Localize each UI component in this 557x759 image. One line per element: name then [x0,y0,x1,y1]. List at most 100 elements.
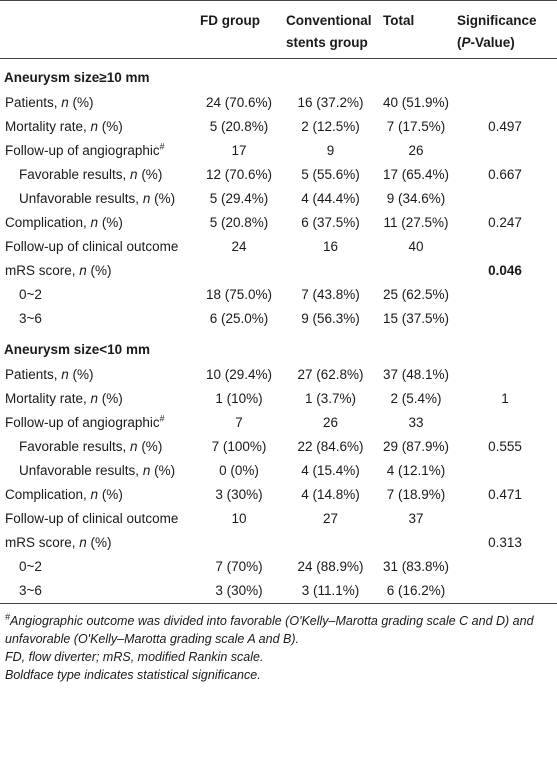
table-cell: 6 (25.0%) [209,311,269,326]
table-cell: 16 (37.2%) [297,95,364,110]
table-cell: 3 (30%) [215,487,263,502]
table-row: mRS score, n (%) 0.313 [0,531,557,555]
styled-text: n [90,215,99,230]
table-cell: 25 (62.5%) [383,287,450,302]
text: Conventional stents group [286,13,372,50]
text: Boldface type indicates statistical sign… [5,668,261,682]
table-row: Complication, n (%) 3 (30%) 4 (14.8%) 7 (18… [0,483,557,507]
row-label: Unfavorable results, n (%) [0,187,196,211]
header-cell: Conventional stents group [282,0,379,59]
table-cell: 1 (3.7%) [304,391,357,406]
table-cell: 7 [235,415,243,430]
table-cell: 4 (15.4%) [301,463,360,478]
table-row: Follow-up of clinical outcome 10 27 37 [0,507,557,531]
table-cell: 1 [501,391,509,406]
table-cell: 37 [408,511,424,526]
table-cell [453,139,557,163]
table-cell: 33 [408,415,424,430]
table-cell: 17 (65.4%) [383,167,450,182]
table-cell: 27 (62.8%) [297,367,364,382]
section-title: Aneurysm size<10 mm [4,342,150,357]
text: Total [383,13,415,28]
styled-text: n [79,263,87,278]
row-label: 0~2 [0,283,196,307]
row-label: Mortality rate, n (%) [0,387,196,411]
table-cell: 5 (55.6%) [301,167,360,182]
styled-text: n [90,487,99,502]
text: Mortality rate, [5,391,91,406]
row-label: Follow-up of angiographic# [0,411,196,435]
text: (%) [98,215,123,230]
row-label: Follow-up of angiographic# [0,139,196,163]
row-label: mRS score, n (%) [0,259,196,283]
text: Follow-up of angiographic [5,415,160,430]
text: Follow-up of angiographic [5,143,160,158]
table-cell: 7 (43.8%) [301,287,360,302]
table-cell: 2 (5.4%) [390,391,442,406]
footnote: FD, flow diverter; mRS, modified Rankin … [5,648,552,666]
table-cell [453,459,557,483]
table-cell [196,259,282,283]
table-cell [453,411,557,435]
styled-text: 0.046 [488,263,522,278]
styled-text: n [90,391,99,406]
row-label: Favorable results, n (%) [0,163,196,187]
table-cell: 4 (14.8%) [301,487,360,502]
table-cell: 7 (100%) [211,439,267,454]
table-cell: 6 (37.5%) [301,215,360,230]
table-cell: 0.667 [488,167,522,182]
table-cell: 10 (29.4%) [205,367,273,382]
text: mRS score, [5,263,80,278]
table-cell [282,531,379,555]
text: Mortality rate, [5,119,91,134]
table-cell: 40 [408,239,424,254]
text: Significance ( [457,13,537,50]
table-cell: 29 (87.9%) [383,439,450,454]
table-row: Mortality rate, n (%) 1 (10%) 1 (3.7%) 2 (5… [0,387,557,411]
table-cell: 3 (11.1%) [282,579,379,604]
row-label: Mortality rate, n (%) [0,115,196,139]
section-row: Aneurysm size≥10 mm [0,59,557,92]
text: 0~2 [19,287,42,302]
table-row: Follow-up of angiographic# 7 26 33 [0,411,557,435]
styled-text: n [61,367,69,382]
section-row: Aneurysm size<10 mm [0,331,557,363]
text: (%) [98,119,123,134]
table-row: Patients, n (%) 10 (29.4%) 27 (62.8%) 37 (4… [0,363,557,387]
table-cell: 9 (56.3%) [301,311,360,326]
header-cell [0,0,196,59]
table-cell: 11 (27.5%) [383,215,449,230]
table-cell [453,307,557,331]
table-cell [453,363,557,387]
table-row: 3~6 3 (30%) 3 (11.1%) 6 (16.2%) [0,579,557,604]
row-label: 3~6 [0,579,196,604]
table-cell: 5 (20.8%) [209,119,269,134]
text: Follow-up of clinical outcome [5,511,179,526]
table-cell [453,235,557,259]
table-row: 0~2 7 (70%) 24 (88.9%) 31 (83.8%) [0,555,557,579]
data-table: FD group Conventional stents group Total Si… [0,0,557,604]
row-label: 0~2 [0,555,196,579]
footnotes: #Angiographic outcome was divided into f… [0,604,557,684]
styled-text: n [130,167,138,182]
table-row: Unfavorable results, n (%) 5 (29.4%) 4 (44… [0,187,557,211]
footnote: #Angiographic outcome was divided into f… [5,612,552,648]
table-cell: 0.247 [488,215,522,230]
table-cell: 16 [322,239,339,254]
table-cell: 6 (16.2%) [379,579,453,604]
footnote: Boldface type indicates statistical sign… [5,666,552,684]
table-row: Favorable results, n (%) 12 (70.6%) 5 (55.… [0,163,557,187]
text: (%) [86,535,112,550]
table-cell: 15 (37.5%) [383,311,450,326]
table-cell: 40 (51.9%) [383,95,450,110]
table-cell [453,507,557,531]
text: Angiographic outcome was divided into fa… [5,614,534,646]
text: Follow-up of clinical outcome [5,239,179,254]
table-cell: 10 [231,511,247,526]
table-row: mRS score, n (%) 0.046 [0,259,557,283]
table-cell: 24 (88.9%) [297,559,364,574]
text: Complication, [5,487,91,502]
text: mRS score, [5,535,80,550]
table-cell: 2 (12.5%) [301,119,360,134]
text: Patients, [5,95,62,110]
